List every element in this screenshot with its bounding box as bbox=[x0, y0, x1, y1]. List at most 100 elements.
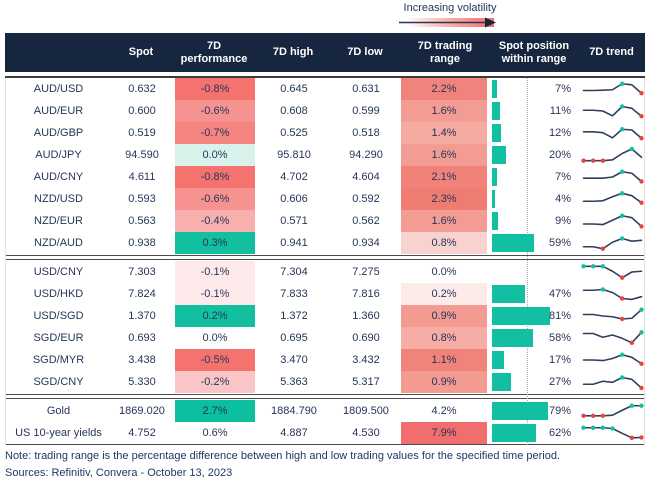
high-value: 3.470 bbox=[280, 354, 308, 366]
row-label: AUD/GBP bbox=[33, 127, 84, 139]
spot-value: 0.600 bbox=[128, 105, 156, 117]
header-7d-high: 7D high bbox=[272, 46, 314, 59]
trend-sparkline bbox=[580, 146, 642, 163]
trading-range-cell: 0.9% bbox=[401, 371, 487, 393]
spot-value: 3.438 bbox=[128, 354, 156, 366]
trend-cell bbox=[579, 305, 646, 327]
position-percent-label: 7% bbox=[555, 83, 571, 95]
trading-range-cell: 1.1% bbox=[401, 349, 487, 371]
table-row: AUD/GBP 0.519 -0.7% 0.525 0.518 1.4% 12% bbox=[6, 122, 644, 144]
trading-range-cell: 2.3% bbox=[401, 188, 487, 210]
spot-value: 0.632 bbox=[128, 83, 156, 95]
trading-range-cell: 0.9% bbox=[401, 305, 487, 327]
trend-high-dot bbox=[629, 146, 634, 152]
trend-cell bbox=[579, 166, 646, 188]
trend-high-dot bbox=[619, 191, 624, 196]
trend-low-dot bbox=[638, 200, 644, 205]
position-percent-label: 11% bbox=[549, 105, 571, 117]
high-value: 7.304 bbox=[280, 266, 308, 278]
high-value: 0.525 bbox=[280, 127, 308, 139]
header-7d-trading-range: 7D trading range bbox=[417, 39, 473, 65]
trading-range-cell: 2.2% bbox=[401, 78, 487, 100]
table-body: AUD/USD 0.632 -0.8% 0.645 0.631 2.2% 7% AUD/EUR… bbox=[5, 78, 645, 445]
trend-low-dot bbox=[590, 413, 595, 418]
position-percent-label: 81% bbox=[548, 310, 571, 322]
trend-low-dot bbox=[629, 435, 634, 440]
position-bar bbox=[492, 80, 497, 98]
position-bar-zone: 59% bbox=[491, 232, 579, 254]
position-percent-label: 17% bbox=[548, 354, 571, 366]
position-bar-zone: 7% bbox=[491, 166, 579, 188]
position-bar-zone: 58% bbox=[491, 327, 579, 349]
trend-low-dot bbox=[580, 413, 586, 418]
header-spot: Spot bbox=[128, 46, 154, 59]
trend-high-dot bbox=[590, 425, 595, 430]
low-value: 0.562 bbox=[352, 215, 380, 227]
table-row: Gold 1869.020 2.7% 1884.790 1809.500 4.2% 79% bbox=[6, 400, 644, 422]
performance-cell: -0.8% bbox=[175, 166, 255, 188]
position-bar-zone bbox=[491, 261, 579, 283]
low-value: 0.690 bbox=[352, 332, 380, 344]
table-row: AUD/JPY 94.590 0.0% 95.810 94.290 1.6% 20% bbox=[6, 144, 644, 166]
position-bar bbox=[492, 351, 505, 369]
position-bar bbox=[492, 424, 537, 442]
table-header-row: Spot 7D performance 7D high 7D low 7D tr… bbox=[5, 33, 645, 72]
high-value: 0.571 bbox=[280, 215, 308, 227]
trend-low-dot bbox=[638, 385, 644, 391]
trend-sparkline bbox=[582, 169, 644, 184]
trend-cell bbox=[579, 327, 646, 349]
low-value: 0.518 bbox=[352, 127, 380, 139]
trend-cell bbox=[579, 283, 646, 305]
low-value: 4.530 bbox=[352, 427, 380, 439]
low-value: 0.592 bbox=[352, 193, 380, 205]
low-value: 94.290 bbox=[349, 149, 383, 161]
high-value: 4.887 bbox=[280, 427, 308, 439]
trading-range-cell: 0.0% bbox=[401, 261, 487, 283]
trading-range-cell: 0.8% bbox=[401, 232, 487, 254]
low-value: 0.599 bbox=[352, 105, 380, 117]
trading-range-cell: 0.8% bbox=[401, 327, 487, 349]
trading-range-cell: 7.9% bbox=[401, 422, 487, 444]
high-value: 1884.790 bbox=[271, 405, 317, 417]
position-bar-zone: 47% bbox=[491, 283, 579, 305]
position-bar-zone: 62% bbox=[491, 422, 579, 444]
position-bar-zone: 7% bbox=[491, 78, 579, 100]
table-row: USD/SGD 1.370 0.2% 1.372 1.360 0.9% 81% bbox=[6, 305, 644, 327]
spot-value: 0.693 bbox=[128, 332, 156, 344]
position-bar-zone: 12% bbox=[491, 122, 579, 144]
trend-sparkline bbox=[582, 330, 644, 345]
spot-value: 0.593 bbox=[128, 193, 156, 205]
header-7d-performance: 7D performance bbox=[180, 39, 248, 65]
low-value: 4.604 bbox=[352, 171, 380, 183]
trend-low-dot bbox=[600, 413, 605, 418]
low-value: 7.816 bbox=[352, 288, 380, 300]
position-bar bbox=[492, 168, 497, 186]
high-value: 7.833 bbox=[280, 288, 308, 300]
table-row: SGD/CNY 5.330 -0.2% 5.363 5.317 0.9% 27% bbox=[6, 371, 644, 393]
performance-cell: -0.4% bbox=[175, 210, 255, 232]
trend-cell bbox=[579, 349, 646, 371]
spot-value: 7.303 bbox=[128, 266, 156, 278]
trend-high-dot bbox=[590, 264, 595, 269]
trend-low-dot bbox=[629, 340, 634, 345]
trend-low-dot bbox=[600, 158, 605, 163]
position-bar-zone: 9% bbox=[491, 210, 579, 232]
table-row: NZD/EUR 0.563 -0.4% 0.571 0.562 1.6% 9% bbox=[6, 210, 644, 232]
trend-high-dot bbox=[580, 425, 586, 430]
high-value: 0.645 bbox=[280, 83, 308, 95]
trend-cell bbox=[579, 210, 646, 232]
trading-range-cell: 2.1% bbox=[401, 166, 487, 188]
header-7d-trend: 7D trend bbox=[589, 46, 634, 59]
trend-low-dot bbox=[638, 224, 644, 229]
position-percent-label: 9% bbox=[555, 215, 571, 227]
header-7d-low: 7D low bbox=[347, 46, 383, 59]
position-bar bbox=[492, 146, 507, 164]
table-row: AUD/EUR 0.600 -0.6% 0.608 0.599 1.6% 11% bbox=[6, 100, 644, 122]
table-row: US 10-year yields 4.752 0.6% 4.887 4.530 7.9%… bbox=[6, 422, 644, 444]
trend-sparkline bbox=[580, 264, 642, 280]
trend-high-dot bbox=[629, 403, 634, 408]
position-bar-zone: 17% bbox=[491, 349, 579, 371]
trend-high-dot bbox=[619, 104, 624, 109]
trading-range-cell: 4.2% bbox=[401, 400, 487, 422]
trend-low-dot bbox=[638, 114, 644, 119]
